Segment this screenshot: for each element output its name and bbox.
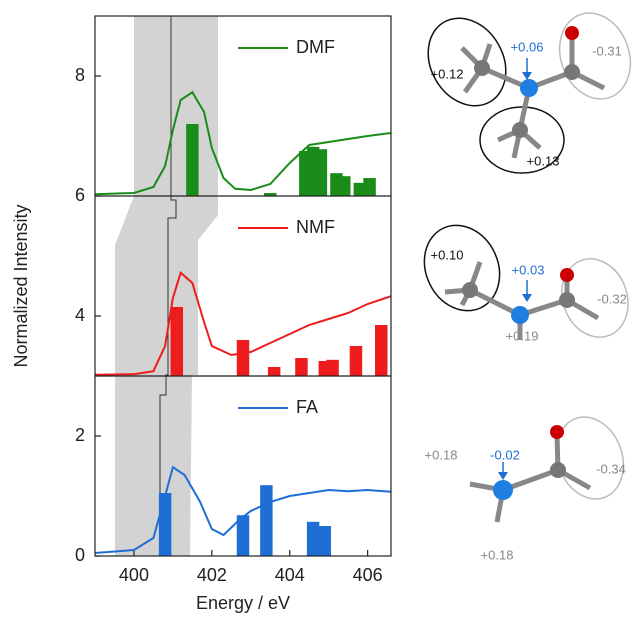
shaded-band bbox=[115, 16, 218, 556]
bar bbox=[326, 360, 338, 376]
x-tick-label: 406 bbox=[353, 565, 383, 585]
charge-label: +0.03 bbox=[512, 262, 545, 277]
molecule-nmf bbox=[411, 213, 635, 347]
charge-label: +0.13 bbox=[527, 153, 560, 168]
y-tick-label: 0 bbox=[75, 545, 85, 565]
bar bbox=[237, 340, 249, 376]
x-tick-label: 404 bbox=[275, 565, 305, 585]
y-tick-label: 8 bbox=[75, 65, 85, 85]
bar bbox=[159, 493, 171, 556]
y-tick-label: 4 bbox=[75, 305, 85, 325]
charge-label: -0.31 bbox=[592, 43, 622, 58]
bar bbox=[260, 485, 272, 556]
x-tick-label: 400 bbox=[119, 565, 149, 585]
x-tick-label: 402 bbox=[197, 565, 227, 585]
figure: Energy / eV Normalized Intensity +0.12 +… bbox=[0, 0, 635, 614]
y-axis-label: Normalized Intensity bbox=[11, 204, 31, 367]
legend-label: DMF bbox=[296, 37, 335, 57]
bar bbox=[186, 124, 198, 196]
charge-label: +0.19 bbox=[506, 328, 539, 343]
bar bbox=[338, 176, 350, 196]
charge-label: +0.12 bbox=[431, 66, 464, 81]
bar bbox=[350, 346, 362, 376]
legend-label: FA bbox=[296, 397, 318, 417]
y-tick-label: 2 bbox=[75, 425, 85, 445]
molecule-dmf bbox=[413, 3, 635, 173]
charge-label: +0.18 bbox=[425, 447, 458, 462]
charge-label: -0.34 bbox=[596, 461, 626, 476]
charge-label: -0.02 bbox=[490, 447, 520, 462]
bar bbox=[295, 358, 307, 376]
bar bbox=[319, 526, 331, 556]
bar bbox=[375, 325, 387, 376]
bar bbox=[171, 307, 183, 376]
charge-label: -0.32 bbox=[597, 291, 627, 306]
bar bbox=[315, 149, 327, 196]
y-tick-label: 6 bbox=[75, 185, 85, 205]
bar bbox=[363, 178, 375, 196]
charge-label: +0.06 bbox=[511, 39, 544, 54]
bar bbox=[307, 522, 319, 556]
charge-label: +0.18 bbox=[481, 547, 514, 562]
legend-label: NMF bbox=[296, 217, 335, 237]
x-axis-label: Energy / eV bbox=[196, 593, 290, 613]
charge-label: +0.10 bbox=[431, 247, 464, 262]
bar bbox=[268, 367, 280, 376]
